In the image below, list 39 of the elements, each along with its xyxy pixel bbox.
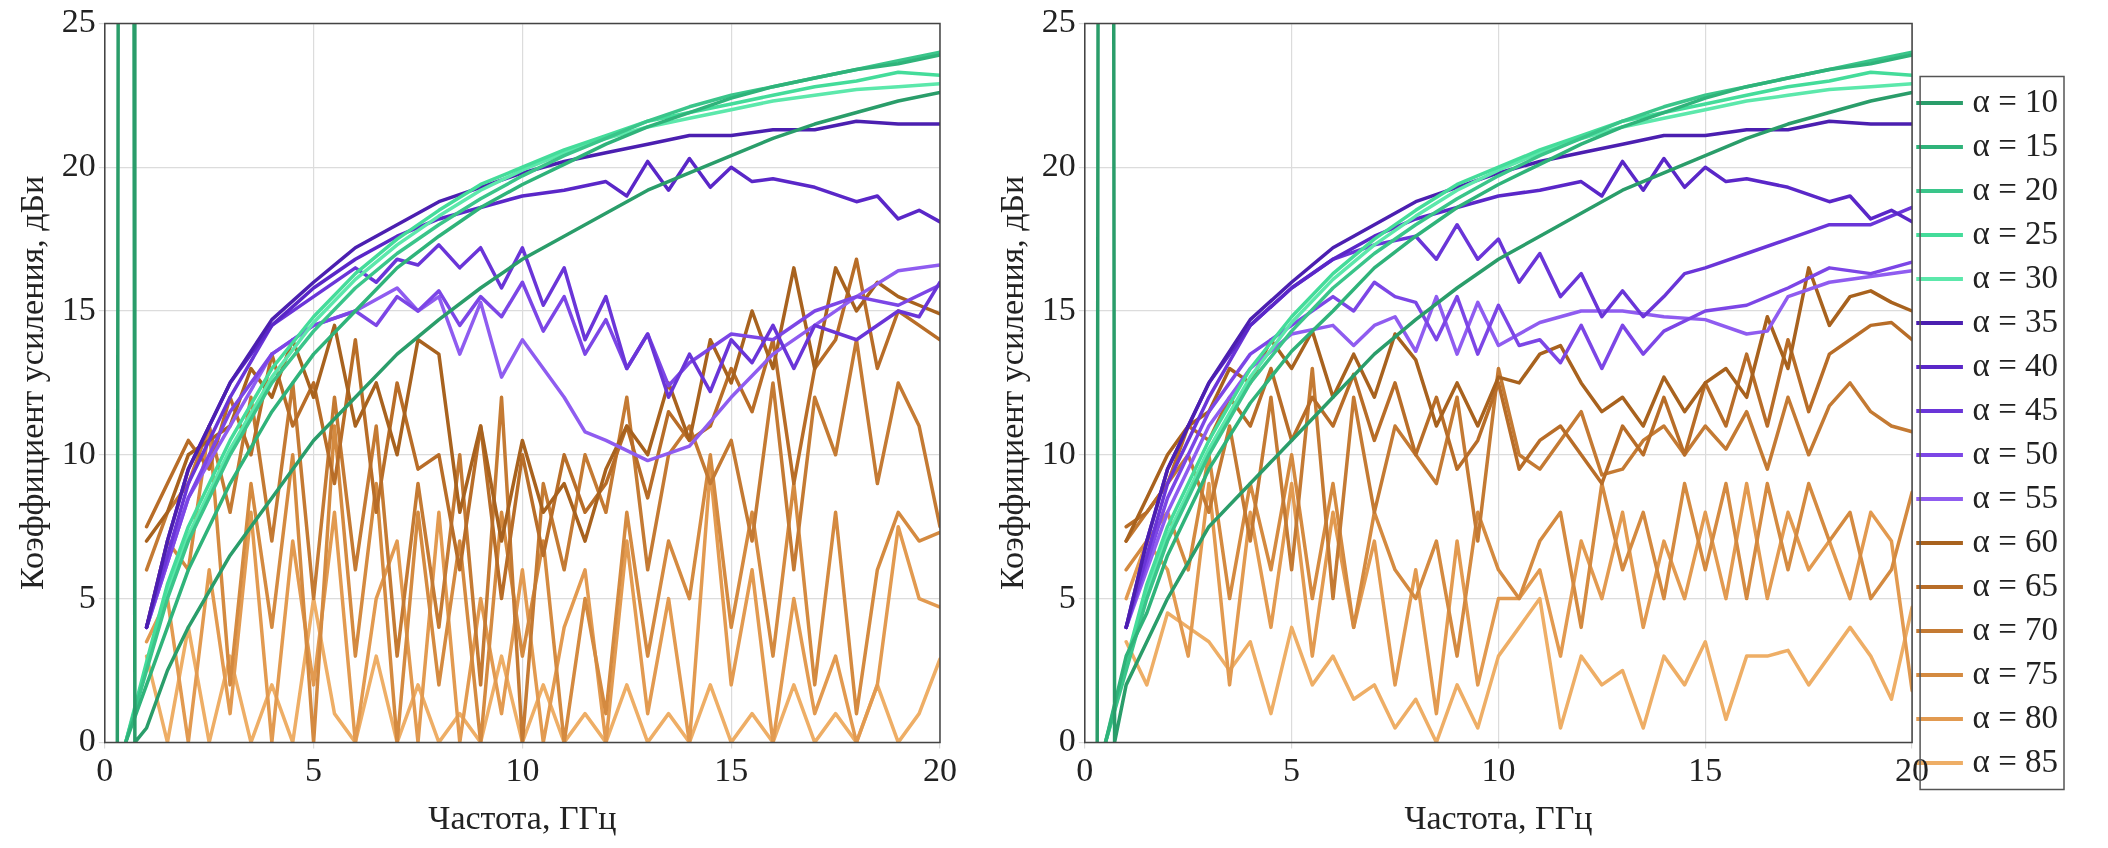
legend-label: α = 70	[1972, 610, 2059, 647]
x-tick-label: 15	[714, 750, 749, 788]
legend-label: α = 65	[1972, 566, 2059, 603]
legend-label: α = 75	[1972, 654, 2059, 691]
x-tick-label: 5	[1283, 750, 1301, 788]
legend-label: α = 80	[1972, 698, 2059, 735]
y-tick-label: 10	[1041, 433, 1076, 471]
legend-label: α = 30	[1972, 258, 2059, 295]
y-tick-label: 15	[1041, 289, 1076, 327]
y-tick-label: 25	[1041, 2, 1076, 40]
x-axis-title: Частота, ГГц	[1404, 798, 1593, 836]
x-tick-label: 5	[305, 750, 323, 788]
legend-label: α = 35	[1972, 302, 2059, 339]
y-tick-label: 20	[61, 146, 96, 184]
y-axis-title: Коэффициент усиления, дБи	[993, 175, 1031, 591]
y-tick-label: 15	[61, 289, 96, 327]
legend-label: α = 50	[1972, 434, 2059, 471]
legend-label: α = 60	[1972, 522, 2059, 559]
y-tick-label: 0	[1058, 721, 1076, 759]
legend-label: α = 10	[1972, 82, 2059, 119]
y-tick-label: 25	[61, 2, 96, 40]
y-tick-label: 0	[78, 721, 96, 759]
x-axis-title: Частота, ГГц	[428, 798, 617, 836]
x-tick-label: 10	[1481, 750, 1516, 788]
y-tick-label: 5	[1058, 577, 1076, 615]
legend-label: α = 85	[1972, 742, 2059, 779]
x-tick-label: 20	[923, 750, 957, 788]
y-tick-label: 20	[1041, 146, 1076, 184]
legend-label: α = 20	[1972, 170, 2059, 207]
legend-label: α = 15	[1972, 126, 2059, 163]
legend-label: α = 25	[1972, 214, 2059, 251]
legend-label: α = 40	[1972, 346, 2059, 383]
x-tick-label: 10	[505, 750, 540, 788]
legend-label: α = 55	[1972, 478, 2059, 515]
y-tick-label: 5	[78, 577, 96, 615]
y-axis-title: Коэффициент усиления, дБи	[13, 175, 51, 591]
legend-label: α = 45	[1972, 390, 2059, 427]
x-tick-label: 15	[1688, 750, 1723, 788]
y-tick-label: 10	[61, 433, 96, 471]
